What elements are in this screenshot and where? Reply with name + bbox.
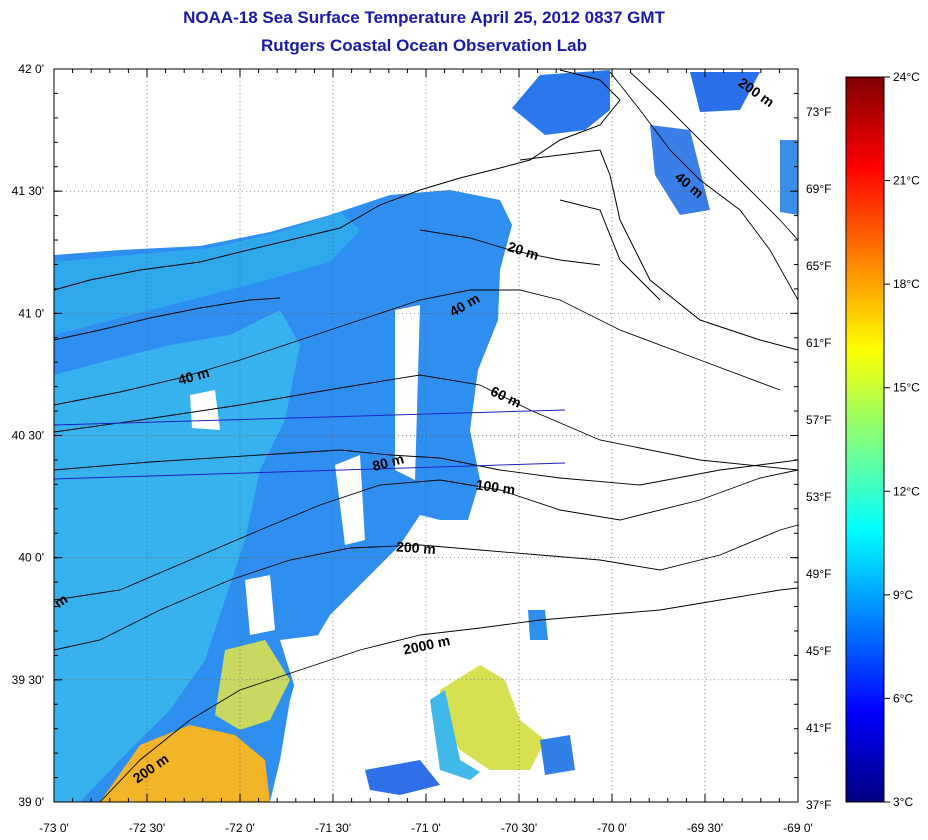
map-subtitle: Rutgers Coastal Ocean Observation Lab — [261, 36, 587, 55]
celsius-label: 9°C — [893, 588, 913, 602]
sound-water-region — [54, 212, 360, 335]
isobath-80m — [53, 449, 799, 486]
fahrenheit-label: 45°F — [806, 644, 831, 658]
fahrenheit-label: 49°F — [806, 567, 831, 581]
isobath-georges-2 — [629, 71, 799, 241]
lat-tick-label: 41 30' — [12, 184, 44, 198]
isobath-label: 100 m — [475, 476, 517, 497]
isobath-2000m — [99, 587, 799, 803]
lat-tick-label: 39 30' — [12, 673, 44, 687]
georges-patch-east — [650, 125, 710, 215]
lat-tick-label: 42 0' — [18, 62, 44, 76]
transect-line-north — [53, 409, 566, 426]
lon-tick-label: -69 0' — [783, 821, 813, 835]
celsius-label: 21°C — [893, 174, 920, 188]
cloud-gap-4 — [245, 575, 275, 635]
transect-lines — [53, 409, 566, 480]
offshore-fragment-2 — [540, 735, 575, 775]
celsius-label: 12°C — [893, 484, 920, 498]
isobath-100m — [53, 469, 799, 601]
offshore-fragment-1 — [365, 760, 440, 795]
fahrenheit-label: 65°F — [806, 259, 831, 273]
fahrenheit-labels: 73°F 69°F 65°F 61°F 57°F 53°F 49°F 45°F … — [806, 105, 831, 812]
celsius-label: 15°C — [893, 381, 920, 395]
longitude-labels: -73 0' -72 30' -72 0' -71 30' -71 0' -70… — [39, 821, 813, 835]
lon-tick-label: -73 0' — [39, 821, 69, 835]
fahrenheit-label: 57°F — [806, 413, 831, 427]
transect-line-south — [53, 462, 566, 480]
lon-tick-label: -72 30' — [129, 821, 165, 835]
ring-edge-cool — [430, 690, 480, 780]
isobath-60m — [53, 374, 799, 471]
fahrenheit-label: 41°F — [806, 721, 831, 735]
lon-tick-label: -69 30' — [687, 821, 723, 835]
latitude-labels: 42 0' 41 30' 41 0' 40 30' 40 0' 39 30' 3… — [12, 62, 44, 809]
offshore-fragment-3 — [528, 610, 548, 640]
georges-patch-north — [690, 72, 760, 112]
lon-tick-label: -71 30' — [315, 821, 351, 835]
celsius-label: 18°C — [893, 277, 920, 291]
fahrenheit-label: 37°F — [806, 798, 831, 812]
warm-core-ring — [440, 665, 545, 770]
isobath-40m — [53, 289, 781, 406]
coastal-water-region — [54, 310, 300, 802]
colorbar — [845, 76, 885, 803]
lon-tick-label: -71 0' — [411, 821, 441, 835]
sst-field — [54, 70, 798, 802]
map-ticks — [53, 68, 799, 803]
fahrenheit-label: 69°F — [806, 182, 831, 196]
celsius-labels: 24°C 21°C 18°C 15°C 12°C 9°C 6°C 3°C — [893, 70, 920, 809]
celsius-label: 24°C — [893, 70, 920, 84]
fahrenheit-label: 61°F — [806, 336, 831, 350]
map-title: NOAA-18 Sea Surface Temperature April 25… — [183, 8, 665, 27]
lat-tick-label: 40 30' — [12, 429, 44, 443]
lon-tick-label: -70 0' — [597, 821, 627, 835]
isobath-label: 40 m — [176, 364, 211, 388]
lat-tick-label: 39 0' — [18, 795, 44, 809]
isobath-label: 200 m — [396, 538, 437, 557]
isobath-label: 80 m — [371, 450, 406, 474]
cloud-gap-2 — [395, 305, 420, 480]
fahrenheit-label: 53°F — [806, 490, 831, 504]
lon-tick-label: -72 0' — [225, 821, 255, 835]
colorbar-ticks — [884, 76, 890, 803]
coastline — [53, 69, 799, 351]
cloud-gap-1 — [335, 455, 365, 545]
celsius-label: 6°C — [893, 691, 913, 705]
celsius-label: 3°C — [893, 795, 913, 809]
lat-tick-label: 41 0' — [18, 306, 44, 320]
lon-tick-label: -70 30' — [501, 821, 537, 835]
slope-water-warm-region — [100, 725, 270, 802]
map-grid — [54, 69, 798, 802]
slope-water-mid-region — [215, 640, 290, 730]
cloud-gap-5 — [280, 635, 330, 688]
isobath-georges — [609, 71, 799, 301]
georges-patch-far-east — [780, 140, 798, 215]
cape-cod-bay-region — [512, 70, 610, 135]
isobath-20m — [419, 229, 601, 266]
lat-tick-label: 40 0' — [18, 551, 44, 565]
fahrenheit-label: 73°F — [806, 105, 831, 119]
